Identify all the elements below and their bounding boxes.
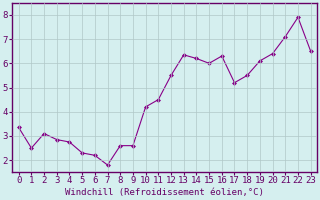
X-axis label: Windchill (Refroidissement éolien,°C): Windchill (Refroidissement éolien,°C): [65, 188, 264, 197]
